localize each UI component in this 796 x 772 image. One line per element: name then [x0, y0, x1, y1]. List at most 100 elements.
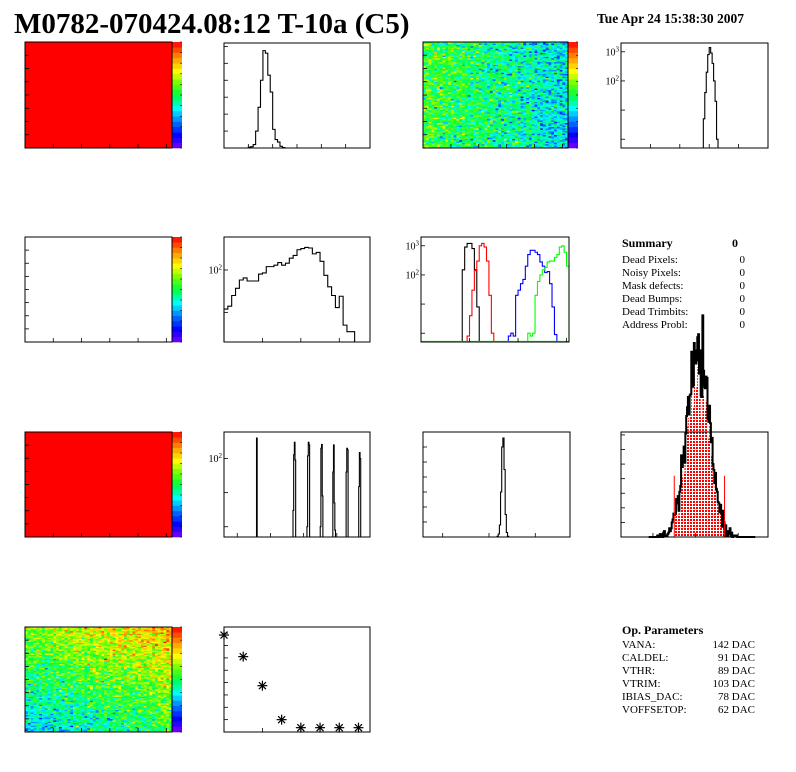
heatmap-cell: [423, 114, 427, 117]
heatmap-cell: [456, 42, 460, 44]
heatmap-cell: [431, 65, 435, 68]
heatmap-cell: [484, 60, 488, 63]
heatmap-cell: [503, 145, 507, 147]
heatmap-cell: [464, 87, 468, 89]
heatmap-cell: [450, 77, 454, 80]
heatmap-cell: [492, 100, 496, 102]
heatmap-cell: [453, 102, 457, 105]
heatmap-cell: [498, 110, 502, 113]
heatmap-cell: [478, 83, 482, 85]
heatmap-cell: [492, 96, 496, 98]
heatmap-cell: [425, 96, 429, 98]
heatmap-cell: [428, 52, 432, 55]
heatmap-cell: [498, 91, 502, 93]
heatmap-cell: [436, 55, 441, 57]
heatmap-cell: [492, 93, 496, 96]
heatmap-cell: [445, 59, 449, 61]
heatmap-cell: [470, 72, 474, 75]
heatmap-cell: [423, 61, 427, 64]
heatmap-cell: [428, 113, 432, 116]
heatmap-cell: [492, 60, 496, 63]
heatmap-cell: [503, 120, 507, 122]
heatmap-cell: [503, 108, 507, 110]
heatmap-cell: [506, 45, 510, 48]
heatmap-cell: [439, 60, 443, 63]
heatmap-cell: [445, 101, 449, 104]
heatmap-cell: [462, 129, 466, 132]
heatmap-cell: [501, 125, 505, 128]
heatmap-cell: [448, 80, 452, 83]
heatmap-cell: [473, 60, 477, 63]
heatmap-cell: [492, 146, 496, 149]
heatmap-cell: [481, 68, 485, 71]
heatmap-cell: [434, 126, 438, 129]
heatmap-cell: [459, 53, 463, 56]
heatmap-cell: [481, 100, 485, 102]
heatmap-cell: [506, 144, 510, 146]
heatmap-cell: [434, 124, 438, 126]
heatmap-cell: [431, 92, 435, 94]
heatmap-cell: [448, 100, 452, 102]
heatmap-cell: [492, 114, 496, 117]
heatmap-cell: [439, 80, 443, 83]
heatmap-cell: [478, 89, 482, 92]
heatmap-cell: [481, 77, 485, 80]
heatmap-cell: [464, 47, 468, 49]
color-bar-segment: [172, 284, 182, 290]
heatmap-cell: [459, 121, 463, 124]
heatmap-cell: [484, 81, 488, 84]
heatmap-cell: [492, 44, 496, 47]
heatmap-cell: [464, 73, 468, 76]
histogram-series-0: [247, 50, 286, 149]
heatmap-cell: [450, 110, 454, 113]
y-tick-exponent: 3: [616, 45, 620, 53]
heatmap-cell: [423, 72, 427, 75]
heatmap-cell: [459, 141, 463, 144]
heatmap-cell: [462, 61, 466, 64]
heatmap-cell: [439, 45, 443, 48]
heatmap-cell: [423, 44, 427, 47]
heatmap-cell: [428, 109, 432, 112]
heatmap-cell: [439, 118, 443, 121]
heatmap-cell: [470, 114, 474, 117]
heatmap-cell: [436, 104, 441, 106]
heatmap-cell: [467, 124, 471, 126]
heatmap-cell: [459, 52, 463, 55]
heatmap-cell: [464, 67, 468, 69]
heatmap-cell: [492, 49, 496, 52]
heatmap-cell: [453, 140, 457, 142]
heatmap-cell: [484, 53, 488, 56]
heatmap-cell: [501, 144, 505, 146]
heatmap-cell: [436, 61, 441, 64]
heatmap-cell: [475, 65, 480, 68]
heatmap-cell: [442, 137, 446, 140]
heatmap-cell: [470, 96, 474, 98]
heatmap-cell: [487, 122, 491, 125]
heatmap-cell: [484, 136, 488, 138]
heatmap-cell: [450, 84, 454, 87]
heatmap-cell: [453, 137, 457, 140]
heatmap-cell: [481, 51, 485, 53]
heatmap-cell: [473, 63, 477, 65]
heatmap-cell: [501, 91, 505, 93]
heatmap-cell: [439, 77, 443, 80]
heatmap-cell: [436, 110, 441, 113]
color-bar-segment: [172, 105, 182, 112]
heatmap-cell: [467, 122, 471, 125]
heatmap-cell: [450, 57, 454, 60]
y-tick-label: 103: [606, 45, 620, 58]
heatmap-cell: [467, 98, 471, 101]
heatmap-cell: [489, 130, 494, 133]
heatmap-cell: [453, 145, 457, 147]
heatmap-cell: [503, 118, 507, 121]
heatmap-cell: [467, 137, 471, 140]
heatmap-cell: [456, 91, 460, 93]
heatmap-cell: [475, 87, 480, 89]
heatmap-cell: [487, 75, 491, 77]
heatmap-cell: [509, 124, 513, 126]
heatmap-cell: [506, 77, 510, 80]
heatmap-cell: [475, 42, 480, 44]
heatmap-cell: [481, 73, 485, 76]
heatmap-cell: [481, 110, 485, 113]
heatmap-cell: [442, 71, 446, 73]
